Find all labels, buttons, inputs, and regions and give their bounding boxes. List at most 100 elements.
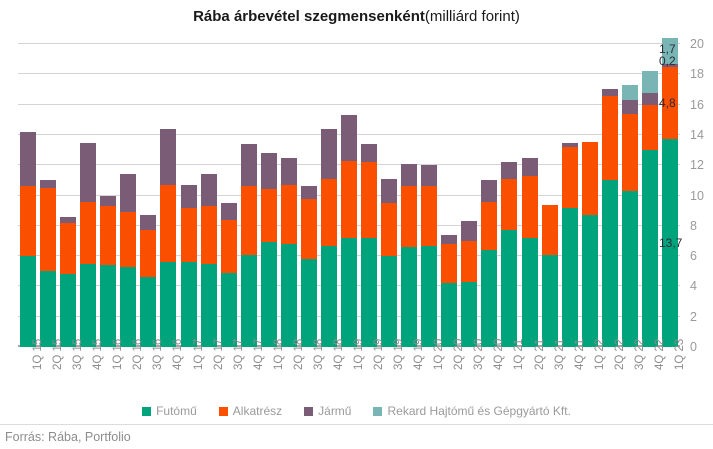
bar-segment[interactable] (381, 256, 398, 347)
bar-stack[interactable] (521, 157, 538, 347)
bar-segment[interactable] (260, 189, 277, 243)
bar-segment[interactable] (60, 216, 77, 223)
bar-segment[interactable] (20, 186, 37, 257)
bar-segment[interactable] (280, 157, 297, 185)
bar-segment[interactable] (401, 247, 418, 347)
bar-stack[interactable] (441, 234, 458, 347)
bar-stack[interactable] (621, 84, 638, 347)
bar-segment[interactable] (320, 178, 337, 246)
bar-segment[interactable] (140, 230, 157, 278)
legend-item[interactable]: Rekard Hajtómű és Gépgyártó Kft. (373, 404, 571, 418)
bar-stack[interactable] (180, 184, 197, 347)
bar-segment[interactable] (100, 265, 117, 347)
bar-segment[interactable] (641, 104, 658, 151)
bar-stack[interactable] (661, 37, 678, 347)
bar-stack[interactable] (80, 142, 97, 347)
bar-segment[interactable] (200, 206, 217, 264)
bar-segment[interactable] (240, 186, 257, 255)
bar-segment[interactable] (180, 262, 197, 347)
bar-segment[interactable] (501, 178, 518, 231)
bar-stack[interactable] (641, 71, 658, 347)
bar-segment[interactable] (100, 195, 117, 207)
bar-segment[interactable] (481, 250, 498, 347)
bar-segment[interactable] (501, 230, 518, 347)
bar-segment[interactable] (441, 283, 458, 347)
bar-segment[interactable] (160, 184, 177, 263)
bar-segment[interactable] (601, 180, 618, 347)
bar-stack[interactable] (200, 174, 217, 347)
bar-segment[interactable] (601, 95, 618, 181)
bar-segment[interactable] (501, 162, 518, 179)
bar-segment[interactable] (661, 37, 678, 64)
bar-segment[interactable] (561, 207, 578, 347)
bar-segment[interactable] (341, 115, 357, 161)
bar-stack[interactable] (381, 178, 398, 347)
bar-segment[interactable] (40, 187, 57, 272)
bar-segment[interactable] (20, 256, 37, 347)
bar-segment[interactable] (200, 174, 217, 207)
bar-segment[interactable] (180, 184, 197, 208)
bar-segment[interactable] (60, 222, 77, 275)
bar-stack[interactable] (581, 142, 598, 347)
bar-segment[interactable] (621, 190, 638, 347)
bar-segment[interactable] (661, 63, 678, 67)
bar-segment[interactable] (160, 128, 177, 185)
bar-segment[interactable] (641, 92, 658, 105)
bar-segment[interactable] (561, 147, 578, 208)
bar-stack[interactable] (561, 142, 578, 347)
bar-segment[interactable] (421, 186, 438, 246)
bar-segment[interactable] (120, 266, 137, 347)
bar-segment[interactable] (80, 263, 97, 347)
bar-stack[interactable] (260, 153, 277, 347)
bar-segment[interactable] (381, 203, 398, 257)
bar-segment[interactable] (521, 157, 538, 176)
legend-item[interactable]: Alkatrész (218, 404, 282, 418)
bar-segment[interactable] (661, 139, 678, 347)
bar-stack[interactable] (160, 128, 177, 347)
bar-segment[interactable] (320, 245, 337, 347)
bar-segment[interactable] (361, 162, 378, 238)
bar-stack[interactable] (100, 195, 117, 347)
bar-segment[interactable] (40, 271, 57, 347)
bar-segment[interactable] (20, 131, 37, 187)
bar-segment[interactable] (120, 212, 137, 267)
bar-segment[interactable] (160, 262, 177, 347)
bar-segment[interactable] (220, 203, 237, 220)
bar-segment[interactable] (220, 219, 237, 273)
bar-segment[interactable] (140, 277, 157, 347)
bar-segment[interactable] (621, 84, 638, 101)
bar-segment[interactable] (240, 144, 257, 187)
bar-segment[interactable] (401, 186, 418, 248)
bar-segment[interactable] (441, 234, 458, 244)
bar-segment[interactable] (381, 178, 398, 204)
bar-segment[interactable] (481, 201, 498, 251)
bar-segment[interactable] (581, 142, 598, 216)
bar-segment[interactable] (260, 153, 277, 190)
bar-stack[interactable] (481, 180, 498, 347)
bar-segment[interactable] (300, 186, 317, 199)
legend-item[interactable]: Futómű (142, 404, 197, 418)
bar-segment[interactable] (240, 254, 257, 347)
bar-segment[interactable] (140, 215, 157, 231)
bar-segment[interactable] (421, 245, 438, 347)
bar-stack[interactable] (300, 186, 317, 347)
bar-segment[interactable] (461, 281, 478, 347)
bar-segment[interactable] (521, 237, 538, 347)
bar-segment[interactable] (601, 89, 618, 96)
bar-segment[interactable] (60, 274, 77, 347)
bar-stack[interactable] (140, 215, 157, 347)
bar-stack[interactable] (240, 144, 257, 347)
bar-segment[interactable] (200, 263, 217, 347)
bar-stack[interactable] (501, 162, 518, 347)
bar-stack[interactable] (401, 163, 418, 347)
legend-item[interactable]: Jármű (304, 404, 351, 418)
bar-segment[interactable] (341, 237, 357, 347)
bar-segment[interactable] (220, 272, 237, 347)
bar-stack[interactable] (60, 216, 77, 347)
bar-segment[interactable] (100, 206, 117, 266)
bar-stack[interactable] (320, 128, 337, 347)
bar-segment[interactable] (641, 71, 658, 93)
bar-stack[interactable] (341, 115, 357, 347)
bar-stack[interactable] (361, 144, 378, 347)
bar-segment[interactable] (40, 180, 57, 188)
